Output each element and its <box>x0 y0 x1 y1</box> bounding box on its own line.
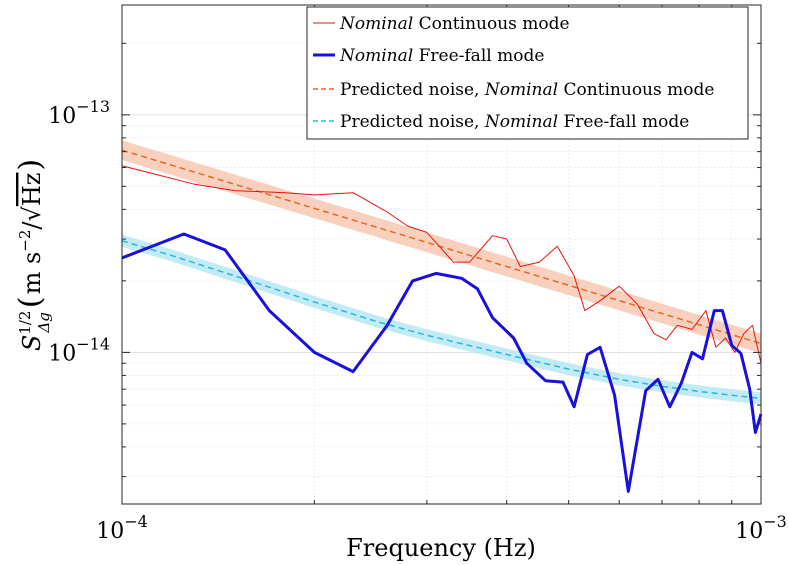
tick-labels: 10−4 10−3 10−13 10−14 <box>48 97 787 544</box>
svg-text:S1/2Δg(m s−2/√Hz): S1/2Δg (m s−2/√Hz) <box>13 159 53 351</box>
legend-label: Predicted noise, Nominal Continuous mode <box>340 80 714 100</box>
x-axis-title: Frequency (Hz) <box>346 534 536 562</box>
x-tick-label: 10−4 <box>96 512 148 544</box>
y-title-subscript: Δg <box>35 312 53 333</box>
tick-marks <box>121 5 761 504</box>
y-title-sqrt-arg: Hz <box>18 173 46 207</box>
y-title-sqrt-sign: √ <box>18 205 46 221</box>
y-title-paren-open: ( <box>13 296 48 308</box>
series-lines <box>121 149 763 493</box>
y-axis-title: S1/2Δg (m s−2/√Hz) <box>13 159 53 351</box>
series-line <box>121 232 763 493</box>
legend-label: Nominal Continuous mode <box>339 14 570 34</box>
y-tick-label: 10−14 <box>48 334 110 366</box>
y-title-slash: / <box>18 221 46 230</box>
predicted-noise-line <box>121 240 762 400</box>
y-title-unit-exp: −2 <box>16 230 34 252</box>
legend-box <box>306 6 749 140</box>
y-title-symbol: S <box>18 335 46 351</box>
plot-frame <box>121 4 762 505</box>
prediction-band <box>122 234 761 405</box>
y-title-paren-close: ) <box>13 159 48 171</box>
predicted-noise-line <box>121 149 762 345</box>
legend-label: Predicted noise, Nominal Free-fall mode <box>340 112 689 132</box>
legend-label: Nominal Free-fall mode <box>339 46 544 66</box>
y-tick-label: 10−13 <box>48 97 110 129</box>
series-line <box>121 165 762 364</box>
legend: Nominal Continuous mode Nominal Free-fall… <box>306 6 749 140</box>
y-title-units: m s <box>18 252 46 295</box>
x-tick-label: 10−3 <box>735 512 787 544</box>
y-title-superscript: 1/2 <box>16 311 34 335</box>
